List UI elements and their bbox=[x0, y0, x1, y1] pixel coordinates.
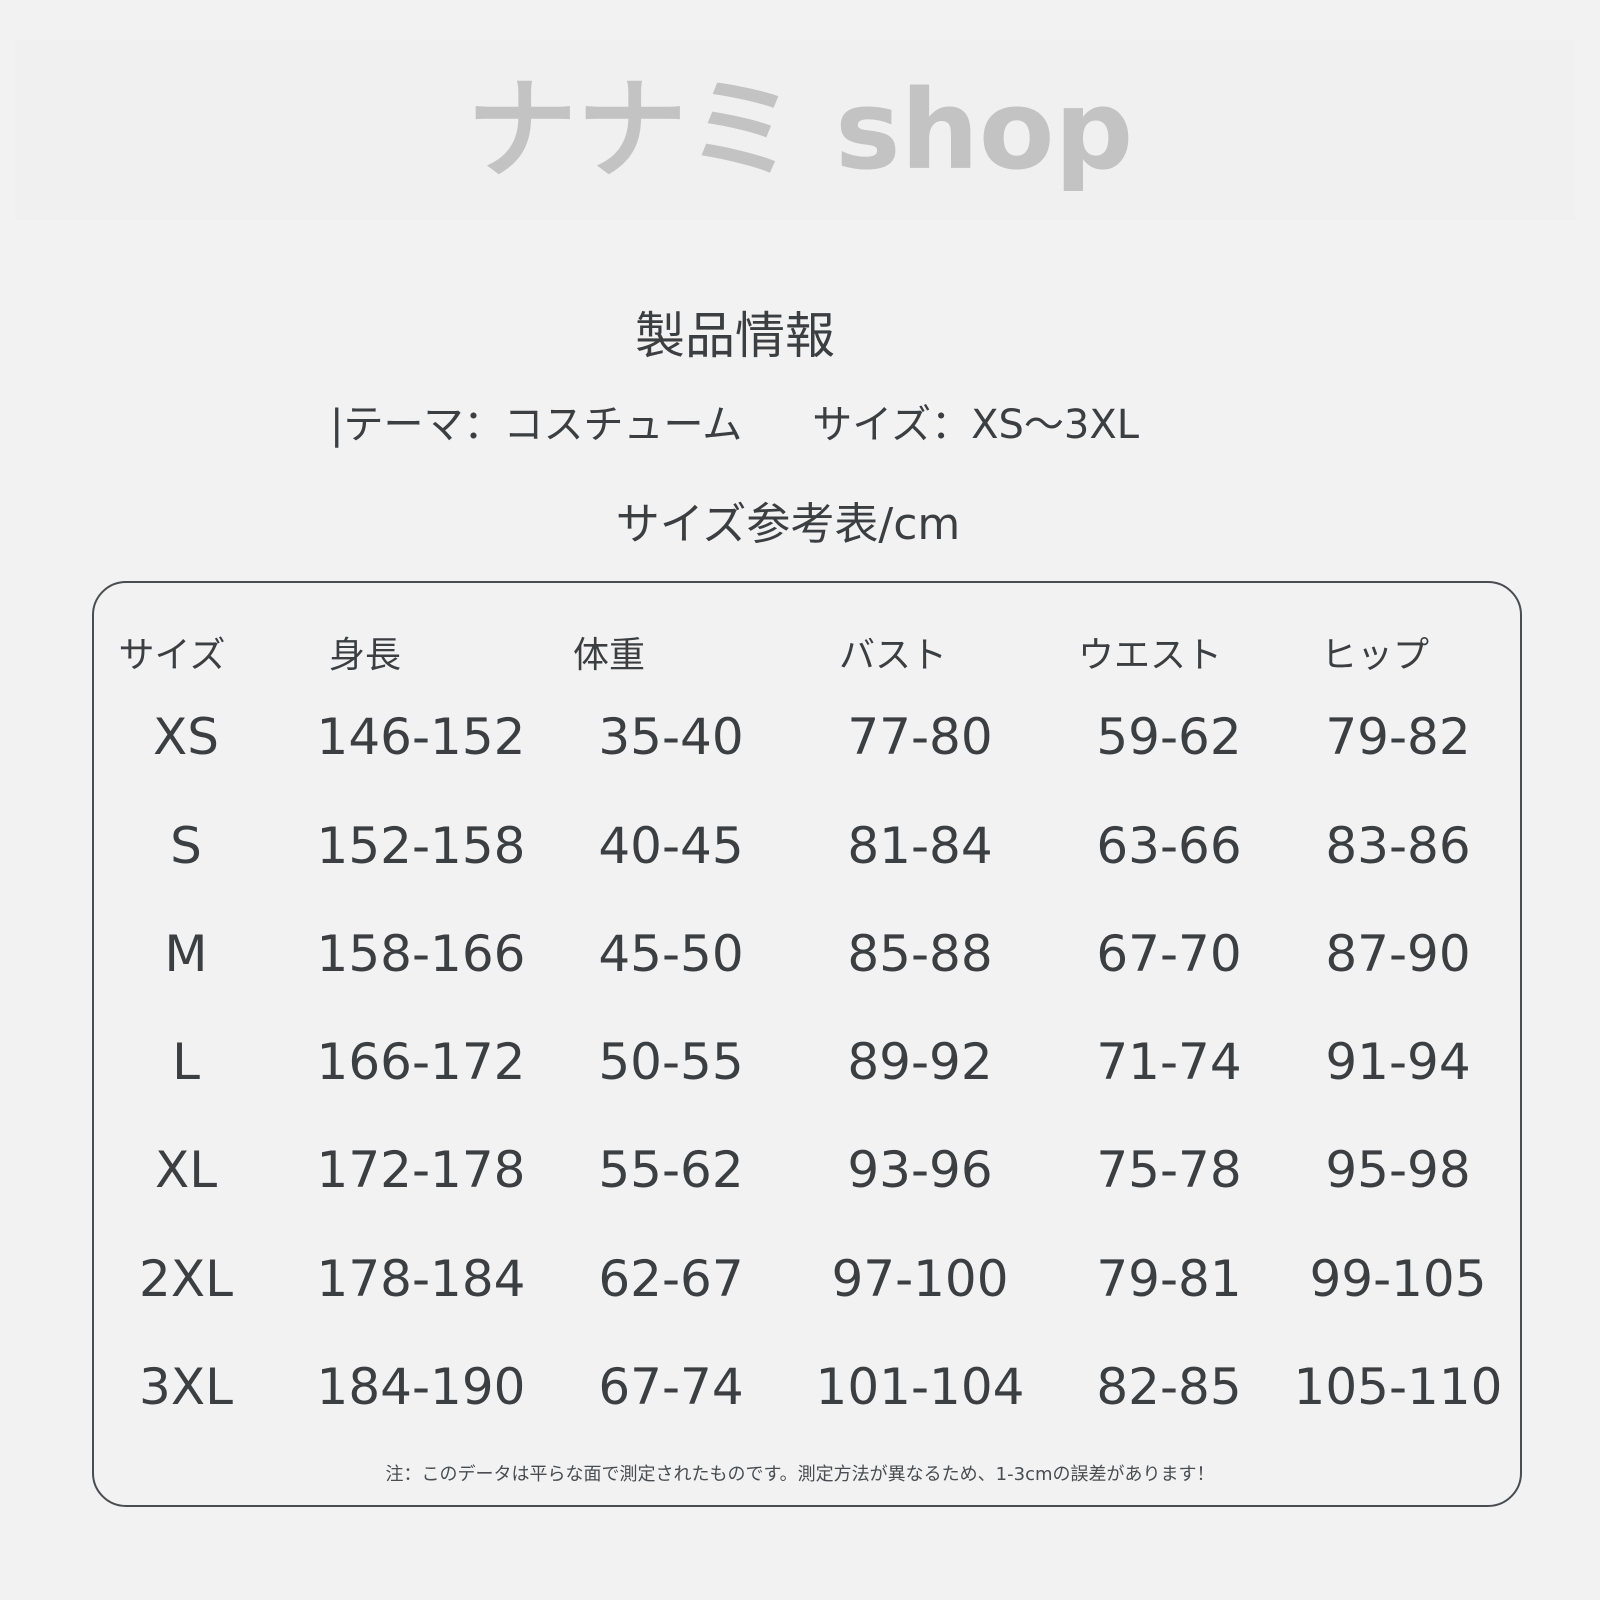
table-cell: 79-82 bbox=[1325, 708, 1471, 766]
table-cell: 166-172 bbox=[316, 1033, 526, 1091]
table-cell: 85-88 bbox=[847, 925, 993, 983]
table-cell: 101-104 bbox=[815, 1358, 1025, 1416]
top-banner bbox=[15, 40, 1575, 220]
table-cell: 82-85 bbox=[1096, 1358, 1242, 1416]
table-cell: 158-166 bbox=[316, 925, 526, 983]
table-cell: M bbox=[164, 925, 208, 983]
column-header: ヒップ bbox=[1320, 635, 1430, 676]
table-cell: 71-74 bbox=[1096, 1033, 1242, 1091]
table-cell: 97-100 bbox=[831, 1250, 1009, 1308]
table-cell: 99-105 bbox=[1309, 1250, 1487, 1308]
table-cell: 83-86 bbox=[1325, 817, 1471, 875]
table-cell: 2XL bbox=[139, 1250, 233, 1308]
table-cell: 184-190 bbox=[316, 1358, 526, 1416]
table-cell: 3XL bbox=[139, 1358, 233, 1416]
table-cell: 63-66 bbox=[1096, 817, 1242, 875]
table-cell: 67-70 bbox=[1096, 925, 1242, 983]
table-cell: 178-184 bbox=[316, 1250, 526, 1308]
table-cell: 35-40 bbox=[598, 708, 744, 766]
table-cell: 152-158 bbox=[316, 817, 526, 875]
column-header: サイズ bbox=[118, 635, 226, 676]
table-cell: 67-74 bbox=[598, 1358, 744, 1416]
size-chart-title: サイズ参考表/cm bbox=[615, 499, 961, 550]
column-header: 身長 bbox=[328, 635, 402, 676]
table-cell: 59-62 bbox=[1096, 708, 1242, 766]
size-range-info: サイズ：XS〜3XL bbox=[812, 402, 1140, 448]
table-cell: 93-96 bbox=[847, 1141, 993, 1199]
table-cell: S bbox=[170, 817, 202, 875]
table-cell: 172-178 bbox=[316, 1141, 526, 1199]
measurement-note: 注：このデータは平らな面で測定されたものです。測定方法が異なるため、1-3cmの… bbox=[385, 1464, 1215, 1485]
column-header: 体重 bbox=[572, 635, 646, 676]
table-cell: XS bbox=[153, 708, 219, 766]
table-cell: 95-98 bbox=[1325, 1141, 1471, 1199]
page-title: 製品情報 bbox=[635, 307, 835, 365]
table-cell: 75-78 bbox=[1096, 1141, 1242, 1199]
size-table-frame bbox=[92, 581, 1522, 1507]
column-header: ウエスト bbox=[1077, 635, 1223, 676]
table-cell: 62-67 bbox=[598, 1250, 744, 1308]
table-cell: 45-50 bbox=[598, 925, 744, 983]
table-cell: 77-80 bbox=[847, 708, 993, 766]
table-cell: 79-81 bbox=[1096, 1250, 1242, 1308]
table-cell: 89-92 bbox=[847, 1033, 993, 1091]
table-cell: XL bbox=[154, 1141, 218, 1199]
table-cell: 55-62 bbox=[598, 1141, 744, 1199]
shop-watermark: ナナミ shop bbox=[466, 66, 1134, 194]
theme-info: |テーマ：コスチューム bbox=[330, 402, 743, 448]
product-info: |テーマ：コスチューム サイズ：XS〜3XL bbox=[330, 392, 1209, 450]
table-cell: 105-110 bbox=[1293, 1358, 1503, 1416]
table-cell: 91-94 bbox=[1325, 1033, 1471, 1091]
table-cell: 81-84 bbox=[847, 817, 993, 875]
table-cell: 50-55 bbox=[598, 1033, 744, 1091]
table-cell: 40-45 bbox=[598, 817, 744, 875]
table-cell: 87-90 bbox=[1325, 925, 1471, 983]
table-cell: 146-152 bbox=[316, 708, 526, 766]
column-header: バスト bbox=[838, 635, 948, 676]
table-cell: L bbox=[172, 1033, 200, 1091]
